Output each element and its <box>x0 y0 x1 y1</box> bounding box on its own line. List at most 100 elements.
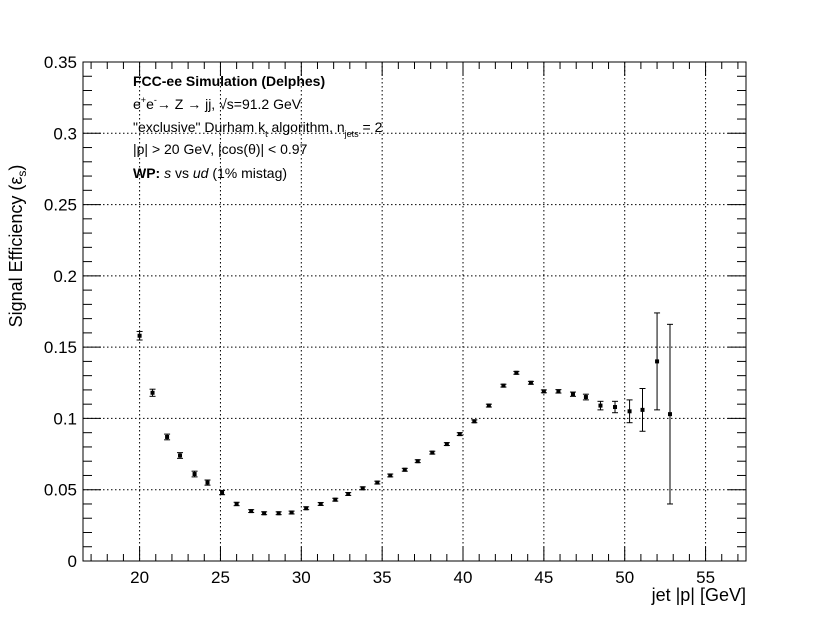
data-point <box>374 480 381 485</box>
marker <box>304 506 309 511</box>
y-tick-label: 0.3 <box>53 124 77 143</box>
marker <box>375 480 380 485</box>
marker <box>514 370 519 375</box>
marker <box>598 403 603 408</box>
marker <box>528 380 533 385</box>
data-point <box>177 452 184 459</box>
data-point <box>429 450 436 455</box>
annotation-algorithm: "exclusive" Durham kt algorithm, njets =… <box>133 119 383 139</box>
data-point <box>233 501 240 507</box>
annotation-block: FCC-ee Simulation (Delphes) e+e-→ Z → jj… <box>133 73 383 181</box>
marker <box>249 509 254 514</box>
y-tick-label: 0.15 <box>44 338 77 357</box>
marker <box>570 392 575 397</box>
marker <box>472 419 477 424</box>
marker <box>192 472 197 477</box>
data-point <box>582 393 589 401</box>
marker <box>457 432 462 437</box>
data-point <box>191 470 198 478</box>
x-tick-label: 40 <box>454 568 473 587</box>
data-point <box>288 510 295 515</box>
data-point <box>555 389 562 394</box>
marker <box>486 403 491 408</box>
x-tick-label: 35 <box>373 568 392 587</box>
data-point <box>261 511 268 516</box>
annotation-cuts: |p| > 20 GeV, |cos(θ)| < 0.97 <box>133 141 308 157</box>
data-point <box>500 383 507 388</box>
y-tick-label: 0 <box>68 552 77 571</box>
annotation-working-point: WP: s vs ud (1% mistag) <box>133 165 287 181</box>
axis-ticks <box>83 61 746 562</box>
marker <box>583 395 588 400</box>
marker <box>541 389 546 394</box>
x-tick-label: 30 <box>292 568 311 587</box>
marker <box>205 480 210 485</box>
marker <box>276 511 281 516</box>
x-tick-label: 20 <box>130 568 149 587</box>
annotation-title: FCC-ee Simulation (Delphes) <box>133 73 325 89</box>
data-point <box>540 389 547 394</box>
data-point <box>639 387 646 432</box>
marker <box>430 450 435 455</box>
y-tick-label: 0.05 <box>44 481 77 500</box>
y-axis-title: Signal Efficiency (εs) <box>6 165 29 328</box>
data-point <box>654 312 661 411</box>
data-point <box>387 473 394 478</box>
data-point <box>414 459 421 464</box>
data-point <box>456 432 463 437</box>
data-point <box>136 330 143 341</box>
data-point <box>485 403 492 408</box>
data-point <box>345 491 352 496</box>
data-point <box>471 419 478 424</box>
marker <box>556 389 561 394</box>
annotation-process: e+e-→ Z → jj, √s=91.2 GeV <box>133 95 302 112</box>
marker <box>165 434 170 439</box>
marker <box>415 459 420 464</box>
y-tick-label: 0.35 <box>44 53 77 72</box>
marker <box>262 511 267 516</box>
data-point <box>149 388 156 397</box>
data-point <box>275 511 282 516</box>
data-point <box>359 486 366 491</box>
data-point <box>527 380 534 385</box>
marker <box>137 333 142 338</box>
data-point <box>204 479 211 486</box>
data-point <box>597 400 604 411</box>
data-point <box>612 400 619 414</box>
x-tick-label: 50 <box>615 568 634 587</box>
data-point <box>666 323 673 505</box>
marker <box>655 359 660 364</box>
y-tick-labels: 0 0.05 0.1 0.15 0.2 0.25 0.3 0.35 <box>44 53 77 571</box>
x-tick-label: 55 <box>696 568 715 587</box>
y-tick-label: 0.1 <box>53 409 77 428</box>
marker <box>388 473 393 478</box>
marker <box>318 501 323 506</box>
marker <box>360 486 365 491</box>
x-tick-labels: 20 25 30 35 40 45 50 55 <box>130 568 715 587</box>
marker <box>150 390 155 395</box>
marker <box>234 501 239 506</box>
x-tick-label: 45 <box>534 568 553 587</box>
marker <box>220 490 225 495</box>
data-point <box>513 370 520 375</box>
marker <box>613 405 618 410</box>
data-point <box>248 509 255 514</box>
data-point <box>219 489 226 496</box>
marker <box>178 453 183 458</box>
y-tick-label: 0.25 <box>44 196 77 215</box>
marker <box>444 442 449 447</box>
data-point <box>164 433 171 441</box>
data-point <box>332 497 339 502</box>
data-point <box>317 501 324 506</box>
x-axis-title: jet |p| [GeV] <box>651 585 746 605</box>
grid-lines <box>83 62 746 561</box>
marker <box>333 497 338 502</box>
data-point <box>443 442 450 447</box>
marker <box>289 510 294 515</box>
marker <box>667 412 672 417</box>
marker <box>346 491 351 496</box>
plot-frame <box>82 61 747 562</box>
marker <box>627 409 632 414</box>
data-point <box>401 467 408 472</box>
